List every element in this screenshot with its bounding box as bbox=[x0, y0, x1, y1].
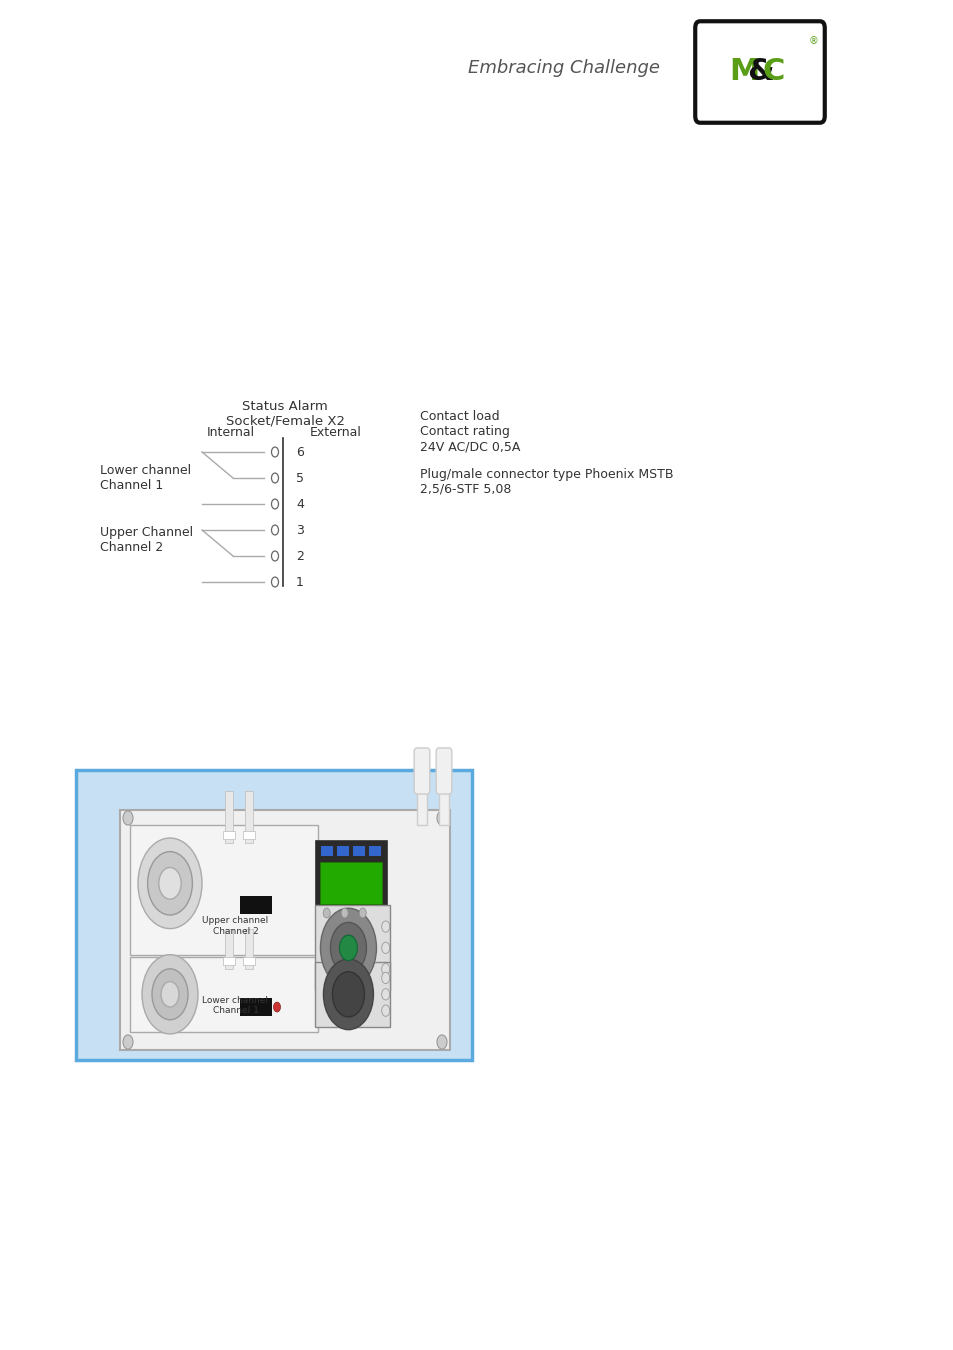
Text: &: & bbox=[746, 58, 773, 86]
Circle shape bbox=[381, 942, 389, 953]
Circle shape bbox=[436, 811, 447, 825]
Bar bbox=[336, 846, 349, 856]
Bar bbox=[243, 957, 254, 965]
Bar bbox=[225, 791, 233, 842]
Circle shape bbox=[148, 852, 193, 915]
Circle shape bbox=[381, 1004, 389, 1017]
Bar bbox=[245, 929, 253, 968]
Circle shape bbox=[381, 921, 389, 933]
Circle shape bbox=[123, 811, 132, 825]
Bar bbox=[130, 957, 317, 1031]
Circle shape bbox=[274, 1002, 280, 1012]
Circle shape bbox=[320, 909, 376, 987]
Circle shape bbox=[332, 972, 364, 1017]
Circle shape bbox=[381, 964, 389, 975]
Bar bbox=[314, 961, 389, 1027]
Circle shape bbox=[330, 922, 366, 973]
Text: Upper Channel
Channel 2: Upper Channel Channel 2 bbox=[100, 526, 193, 554]
Bar bbox=[130, 825, 317, 954]
Circle shape bbox=[142, 954, 198, 1034]
Text: 2: 2 bbox=[295, 549, 304, 563]
Text: Embracing Challenge: Embracing Challenge bbox=[468, 59, 659, 77]
Text: Lower channel
Channel 1: Lower channel Channel 1 bbox=[202, 996, 268, 1015]
Circle shape bbox=[381, 972, 389, 984]
Circle shape bbox=[339, 936, 357, 961]
Bar bbox=[225, 929, 233, 968]
Text: Status Alarm
Socket/Female X2: Status Alarm Socket/Female X2 bbox=[225, 400, 344, 428]
Bar bbox=[240, 896, 272, 914]
Text: C: C bbox=[761, 58, 784, 86]
Circle shape bbox=[138, 838, 202, 929]
Text: Lower channel
Channel 1: Lower channel Channel 1 bbox=[100, 464, 191, 491]
Bar bbox=[120, 810, 450, 1050]
Text: Internal: Internal bbox=[207, 425, 254, 439]
Text: 3: 3 bbox=[295, 524, 304, 536]
Bar bbox=[320, 846, 333, 856]
FancyBboxPatch shape bbox=[695, 22, 824, 123]
Circle shape bbox=[341, 909, 348, 918]
Circle shape bbox=[123, 1035, 132, 1049]
Bar bbox=[314, 840, 386, 918]
Circle shape bbox=[381, 988, 389, 1000]
Circle shape bbox=[158, 868, 181, 899]
Bar bbox=[245, 791, 253, 842]
Bar bbox=[438, 790, 449, 825]
Text: Upper channel
Channel 2: Upper channel Channel 2 bbox=[202, 917, 269, 936]
Text: Plug/male connector type Phoenix MSTB
2,5/6-STF 5,08: Plug/male connector type Phoenix MSTB 2,… bbox=[419, 468, 673, 495]
Text: Contact load
Contact rating
24V AC/DC 0,5A: Contact load Contact rating 24V AC/DC 0,… bbox=[419, 410, 519, 454]
Circle shape bbox=[436, 1035, 447, 1049]
Circle shape bbox=[359, 909, 366, 918]
Bar bbox=[416, 790, 427, 825]
Bar bbox=[243, 832, 254, 838]
FancyBboxPatch shape bbox=[436, 748, 452, 794]
Text: M: M bbox=[729, 58, 760, 86]
Bar bbox=[240, 998, 272, 1017]
Text: 4: 4 bbox=[295, 498, 304, 510]
Circle shape bbox=[323, 958, 373, 1030]
Bar bbox=[319, 863, 381, 904]
Text: 1: 1 bbox=[295, 575, 304, 589]
Bar bbox=[76, 769, 472, 1060]
Circle shape bbox=[152, 969, 188, 1019]
Bar bbox=[314, 906, 389, 991]
Text: ®: ® bbox=[808, 36, 818, 46]
Bar bbox=[353, 846, 364, 856]
FancyBboxPatch shape bbox=[414, 748, 430, 794]
Text: 6: 6 bbox=[295, 446, 304, 459]
Circle shape bbox=[161, 981, 179, 1007]
Text: 5: 5 bbox=[295, 471, 304, 485]
Bar bbox=[223, 832, 234, 838]
Bar bbox=[368, 846, 380, 856]
Circle shape bbox=[323, 909, 330, 918]
Bar bbox=[223, 957, 234, 965]
Text: External: External bbox=[310, 425, 361, 439]
